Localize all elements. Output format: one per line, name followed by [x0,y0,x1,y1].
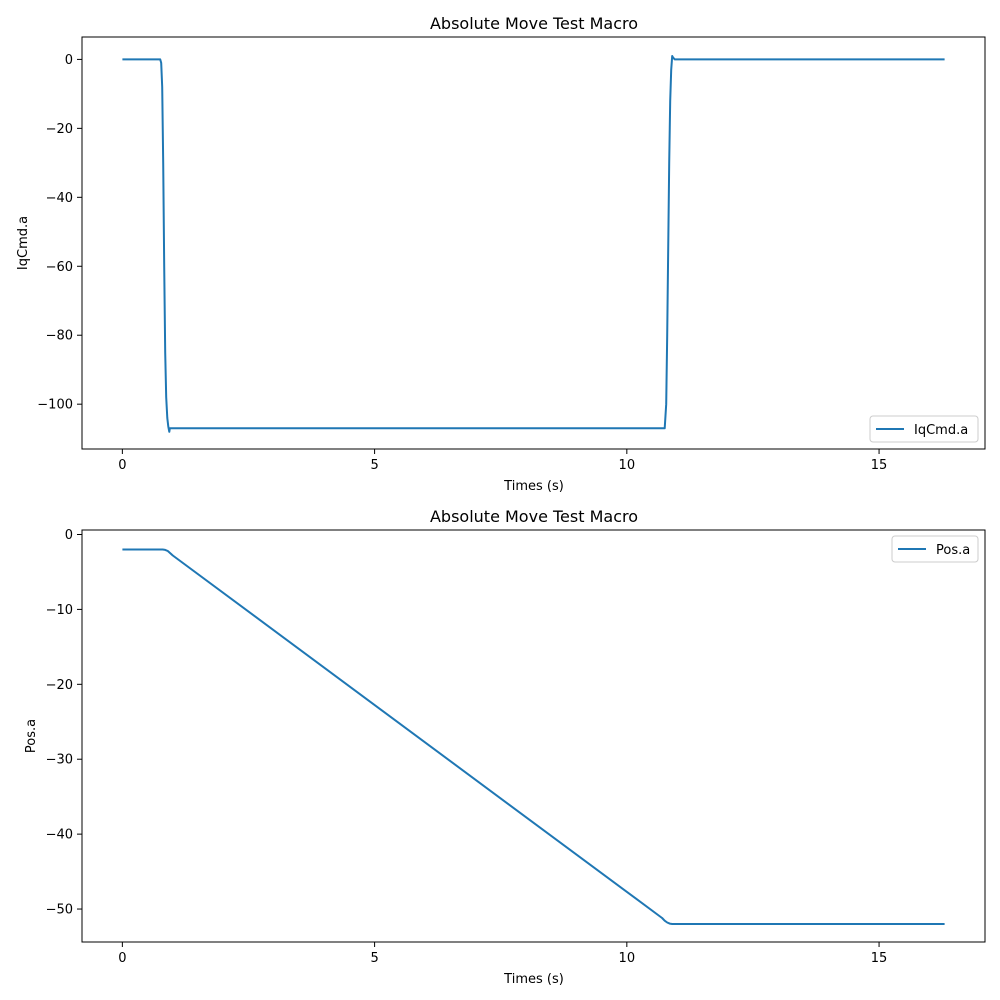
legend-entry: IqCmd.a [914,423,968,438]
chart-pos: Absolute Move Test Macro 0 5 10 15 0 −10 −20 −3… [24,507,986,987]
y-tick-label: −80 [46,329,73,344]
x-tick-label: 5 [370,458,378,473]
x-tick-label: 10 [619,458,636,473]
x-tick-label: 0 [118,951,126,966]
plot-area: 0 5 10 15 0 −20 −40 −60 −80 −100 [37,53,945,473]
y-tick-label: −20 [46,678,73,693]
legend-box [891,535,979,563]
y-tick-label: −60 [46,260,73,275]
y-tick-label: −100 [37,398,73,413]
x-tick-label: 15 [871,458,888,473]
plot-area: 0 5 10 15 0 −10 −20 −30 −40 −50 [46,528,945,966]
chart-title: Absolute Move Test Macro [430,14,638,33]
x-tick-label: 15 [871,951,888,966]
x-tick-label: 10 [619,951,636,966]
series-line-iqcmd-a [122,55,945,433]
y-tick-label: −50 [46,903,73,918]
y-tick-label: −40 [46,191,73,206]
y-axis-label: Pos.a [24,719,39,753]
y-tick-label: 0 [65,528,73,543]
y-tick-label: 0 [65,53,73,68]
legend-box [869,415,979,443]
x-axis-label: Times (s) [503,972,564,987]
series-line-pos-a [122,548,945,925]
x-axis-label: Times (s) [503,479,564,494]
y-tick-label: −20 [46,122,73,137]
legend: Pos.a [891,535,979,563]
chart-title: Absolute Move Test Macro [430,507,638,526]
axes-frame [81,36,986,450]
y-tick-label: −10 [46,603,73,618]
chart-iqcmd: Absolute Move Test Macro 0 5 10 15 0 −20 −40 −6… [16,14,986,494]
axes-frame [81,529,986,943]
y-tick-label: −30 [46,753,73,768]
legend-entry: Pos.a [936,543,970,558]
legend: IqCmd.a [869,415,979,443]
x-tick-label: 0 [118,458,126,473]
x-tick-label: 5 [370,951,378,966]
y-axis-label: IqCmd.a [16,216,31,270]
y-tick-label: −40 [46,828,73,843]
